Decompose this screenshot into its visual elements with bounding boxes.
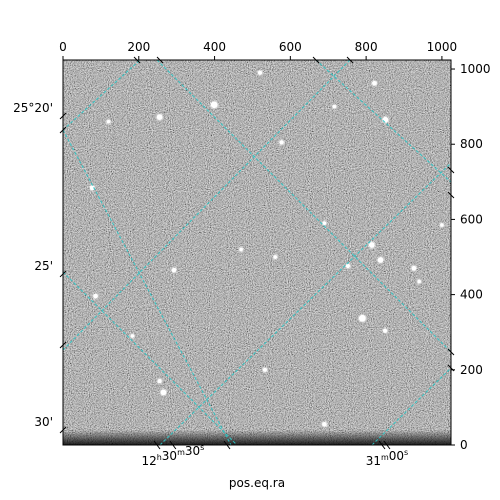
top-minor-tick: [312, 56, 320, 64]
top-tick-label: 400: [203, 40, 226, 54]
star: [273, 255, 278, 259]
bottom-tick: [169, 440, 177, 450]
top-tick-label: 800: [355, 40, 378, 54]
left-tick-label: 25°20': [13, 101, 53, 115]
right-minor-tick: [447, 166, 455, 174]
left-tick: [59, 426, 67, 434]
left-minor-tick: [59, 126, 67, 134]
star: [257, 70, 263, 75]
image-bottom-fade: [63, 430, 451, 445]
star: [89, 185, 95, 191]
star: [332, 104, 337, 109]
star: [440, 223, 444, 227]
bottom-minor-tick: [378, 440, 386, 450]
top-minor-tick: [156, 56, 164, 64]
grid-line: [63, 60, 351, 351]
grid-line: [63, 271, 238, 445]
star: [262, 367, 268, 372]
star: [157, 378, 162, 384]
right-tick-label: 600: [460, 212, 483, 226]
bottom-tick: [383, 440, 391, 450]
right-minor-tick: [447, 364, 455, 372]
sky-image: [63, 60, 451, 445]
top-tick-label: 200: [127, 40, 150, 54]
bottom-minor-tick: [223, 440, 231, 450]
star: [368, 242, 375, 248]
left-minor-tick: [59, 341, 67, 349]
grid-line: [371, 367, 451, 445]
star: [322, 221, 327, 226]
left-tick: [59, 112, 67, 120]
star: [93, 293, 98, 299]
star: [372, 80, 377, 86]
x-axis-title: pos.eq.ra: [229, 476, 285, 490]
star: [382, 116, 389, 123]
star: [322, 421, 327, 427]
grid-line: [156, 60, 451, 353]
grid-line: [315, 60, 451, 183]
top-pixel-axis: 0 200 400 600 800 1000: [59, 40, 458, 64]
bottom-tick-label: 31m00s: [366, 448, 409, 468]
star: [411, 265, 417, 271]
grid-line: [159, 162, 451, 445]
star: [279, 140, 284, 145]
star: [382, 328, 388, 333]
coordinate-grid: [63, 60, 451, 445]
bottom-ra-axis: 12h30m30s 31m00s: [141, 440, 409, 468]
top-minor-tick: [346, 56, 354, 64]
top-tick-label: 0: [59, 40, 67, 54]
right-tick-label: 200: [460, 363, 483, 377]
left-tick: [59, 270, 67, 278]
star: [106, 119, 111, 124]
star: [160, 389, 167, 396]
star: [377, 257, 384, 263]
star: [345, 263, 351, 269]
star: [417, 279, 422, 284]
plot-frame: [62, 59, 452, 446]
right-minor-tick: [447, 348, 455, 356]
bottom-minor-tick: [153, 440, 161, 450]
star: [210, 101, 218, 109]
star: [239, 247, 243, 252]
left-tick-label: 25': [34, 259, 53, 273]
star: [156, 114, 163, 121]
right-tick-label: 400: [460, 288, 483, 302]
right-tick-label: 0: [460, 438, 468, 452]
top-tick-label: 600: [279, 40, 302, 54]
left-dec-axis: 25°20' 25' 30': [13, 101, 67, 434]
right-minor-tick: [447, 191, 455, 199]
star: [358, 314, 366, 322]
top-tick-label: 1000: [427, 40, 458, 54]
left-tick-label: 30': [34, 415, 53, 429]
bottom-tick-label: 12h30m30s: [141, 443, 204, 468]
image-noise: [63, 60, 451, 445]
grid-line: [63, 129, 232, 445]
right-pixel-axis: 0 200 400 600 800 1000: [447, 62, 491, 452]
top-minor-tick: [133, 56, 141, 64]
right-tick-label: 1000: [460, 62, 491, 76]
right-tick-label: 800: [460, 137, 483, 151]
grid-line: [63, 60, 141, 131]
star: [171, 267, 177, 273]
star: [130, 334, 135, 338]
